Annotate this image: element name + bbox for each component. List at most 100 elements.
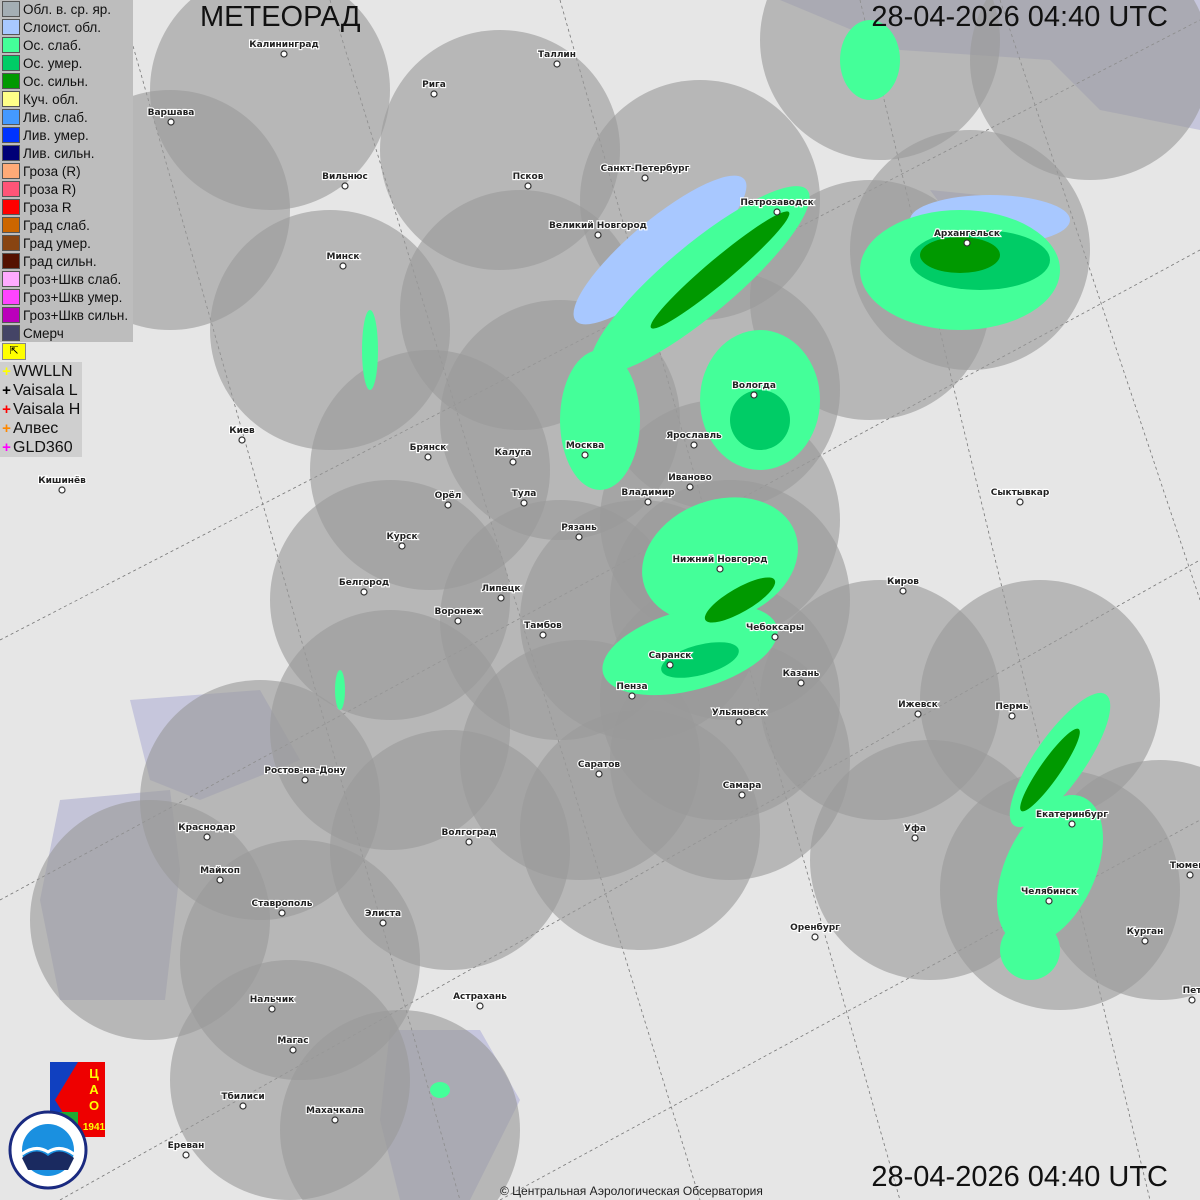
city-label: Казань: [783, 669, 820, 679]
city-dot-icon: [750, 391, 758, 399]
city-label: Оренбург: [790, 922, 840, 933]
legend-label: Гроз+Шкв сильн.: [23, 307, 129, 323]
city-label: Рига: [422, 80, 446, 90]
city-dot-icon: [182, 1151, 190, 1159]
city-label: Пенза: [616, 682, 647, 692]
city-label: Иваново: [668, 473, 712, 483]
precip-area: [661, 642, 739, 678]
city-marker: Ульяновск: [711, 707, 767, 726]
city-marker: Рязань: [560, 522, 598, 541]
city-label: Псков: [513, 172, 544, 182]
legend-label: Гроза (R): [23, 163, 81, 179]
city-label: Рязань: [561, 523, 597, 533]
city-dot-icon: [771, 633, 779, 641]
city-label: Калининград: [249, 40, 319, 50]
city-label: Курган: [1127, 927, 1164, 937]
city-marker: Орёл: [434, 490, 462, 509]
radar-coverage: [30, 0, 1200, 1200]
legend-label: Лив. умер.: [23, 127, 89, 143]
lightning-label: WWLLN: [13, 362, 73, 380]
city-marker: Пермь: [994, 701, 1030, 720]
city-marker: Самара: [722, 780, 762, 799]
legend-swatch: [2, 217, 20, 233]
city-marker: Санкт-Петербург: [600, 162, 691, 182]
city-dot-icon: [58, 486, 66, 494]
city-dot-icon: [575, 533, 583, 541]
legend-label: Град умер.: [23, 235, 91, 251]
city-marker: Варшава: [147, 107, 195, 126]
city-marker: Калининград: [248, 39, 320, 58]
city-dot-icon: [524, 182, 532, 190]
city-label: Сыктывкар: [991, 488, 1050, 498]
city-dot-icon: [773, 208, 781, 216]
city-label: Самара: [723, 781, 762, 791]
legend-swatch: [2, 181, 20, 197]
city-dot-icon: [539, 631, 547, 639]
city-dot-icon: [690, 441, 698, 449]
cross-icon: +: [2, 401, 11, 418]
svg-text:Ц: Ц: [89, 1066, 99, 1081]
city-marker: Майкоп: [199, 865, 241, 884]
city-label: Пермь: [995, 702, 1028, 712]
city-label: Астрахань: [453, 992, 507, 1002]
precip-legend: Обл. в. ср. яр. Слоист. обл. Ос. слаб. Ос. …: [0, 0, 133, 342]
city-dot-icon: [360, 588, 368, 596]
city-dot-icon: [1186, 871, 1194, 879]
cities: Калининград Рига Таллин Варшава Вильнюс Псков…: [37, 39, 1200, 1159]
city-label: Великий Новгород: [549, 221, 647, 231]
city-dot-icon: [278, 909, 286, 917]
city-marker: Казань: [782, 668, 821, 687]
city-label: Курск: [386, 532, 417, 542]
svg-text:А: А: [89, 1082, 99, 1097]
legend-label: Град слаб.: [23, 217, 90, 233]
city-label: Архангельск: [934, 229, 1000, 239]
lightning-label: Алвес: [13, 419, 59, 437]
legend-item: Гроз+Шкв умер.: [0, 288, 133, 306]
city-dot-icon: [339, 262, 347, 270]
precip-area: [997, 795, 1103, 945]
precip-area: [1000, 920, 1060, 980]
city-marker: Ставрополь: [250, 898, 314, 917]
legend-swatch: [2, 109, 20, 125]
legend-item: Ос. умер.: [0, 54, 133, 72]
city-marker: Уфа: [903, 823, 927, 842]
lightning-label: Vaisala H: [13, 400, 81, 418]
city-label: Ереван: [168, 1141, 205, 1151]
city-dot-icon: [203, 833, 211, 841]
legend-item: Лив. слаб.: [0, 108, 133, 126]
legend-swatch: [2, 325, 20, 341]
city-dot-icon: [398, 542, 406, 550]
city-dot-icon: [167, 118, 175, 126]
city-label: Вологда: [732, 381, 776, 391]
legend-item: Смерч: [0, 324, 133, 342]
city-dot-icon: [430, 90, 438, 98]
city-marker: Челябинск: [1020, 885, 1078, 905]
city-marker: Псков: [511, 171, 545, 190]
city-dot-icon: [899, 587, 907, 595]
city-label: Уфа: [904, 824, 926, 834]
city-label: Ижевск: [898, 700, 938, 710]
legend-swatch: [2, 289, 20, 305]
flag-toggle-button[interactable]: ⇱: [2, 343, 26, 360]
legend-label: Гроза R: [23, 199, 72, 215]
city-label: Челябинск: [1021, 886, 1077, 897]
lightning-source-item: + Vaisala H: [0, 400, 82, 419]
city-label: Вильнюс: [322, 172, 368, 182]
legend-item: Гроза (R): [0, 162, 133, 180]
city-dot-icon: [1188, 996, 1196, 1004]
city-marker: Тамбов: [523, 619, 563, 639]
city-dot-icon: [497, 594, 505, 602]
city-label: Варшава: [148, 108, 195, 118]
city-marker: Тбилиси: [220, 1090, 266, 1110]
city-dot-icon: [735, 718, 743, 726]
city-label: Тула: [512, 489, 537, 499]
city-dot-icon: [301, 776, 309, 784]
legend-item: Град слаб.: [0, 216, 133, 234]
precip-area: [704, 577, 776, 623]
cross-icon: +: [2, 439, 11, 456]
city-label: Петрозаводск: [740, 198, 813, 208]
city-dot-icon: [716, 565, 724, 573]
city-dot-icon: [280, 50, 288, 58]
legend-label: Обл. в. ср. яр.: [23, 1, 112, 17]
